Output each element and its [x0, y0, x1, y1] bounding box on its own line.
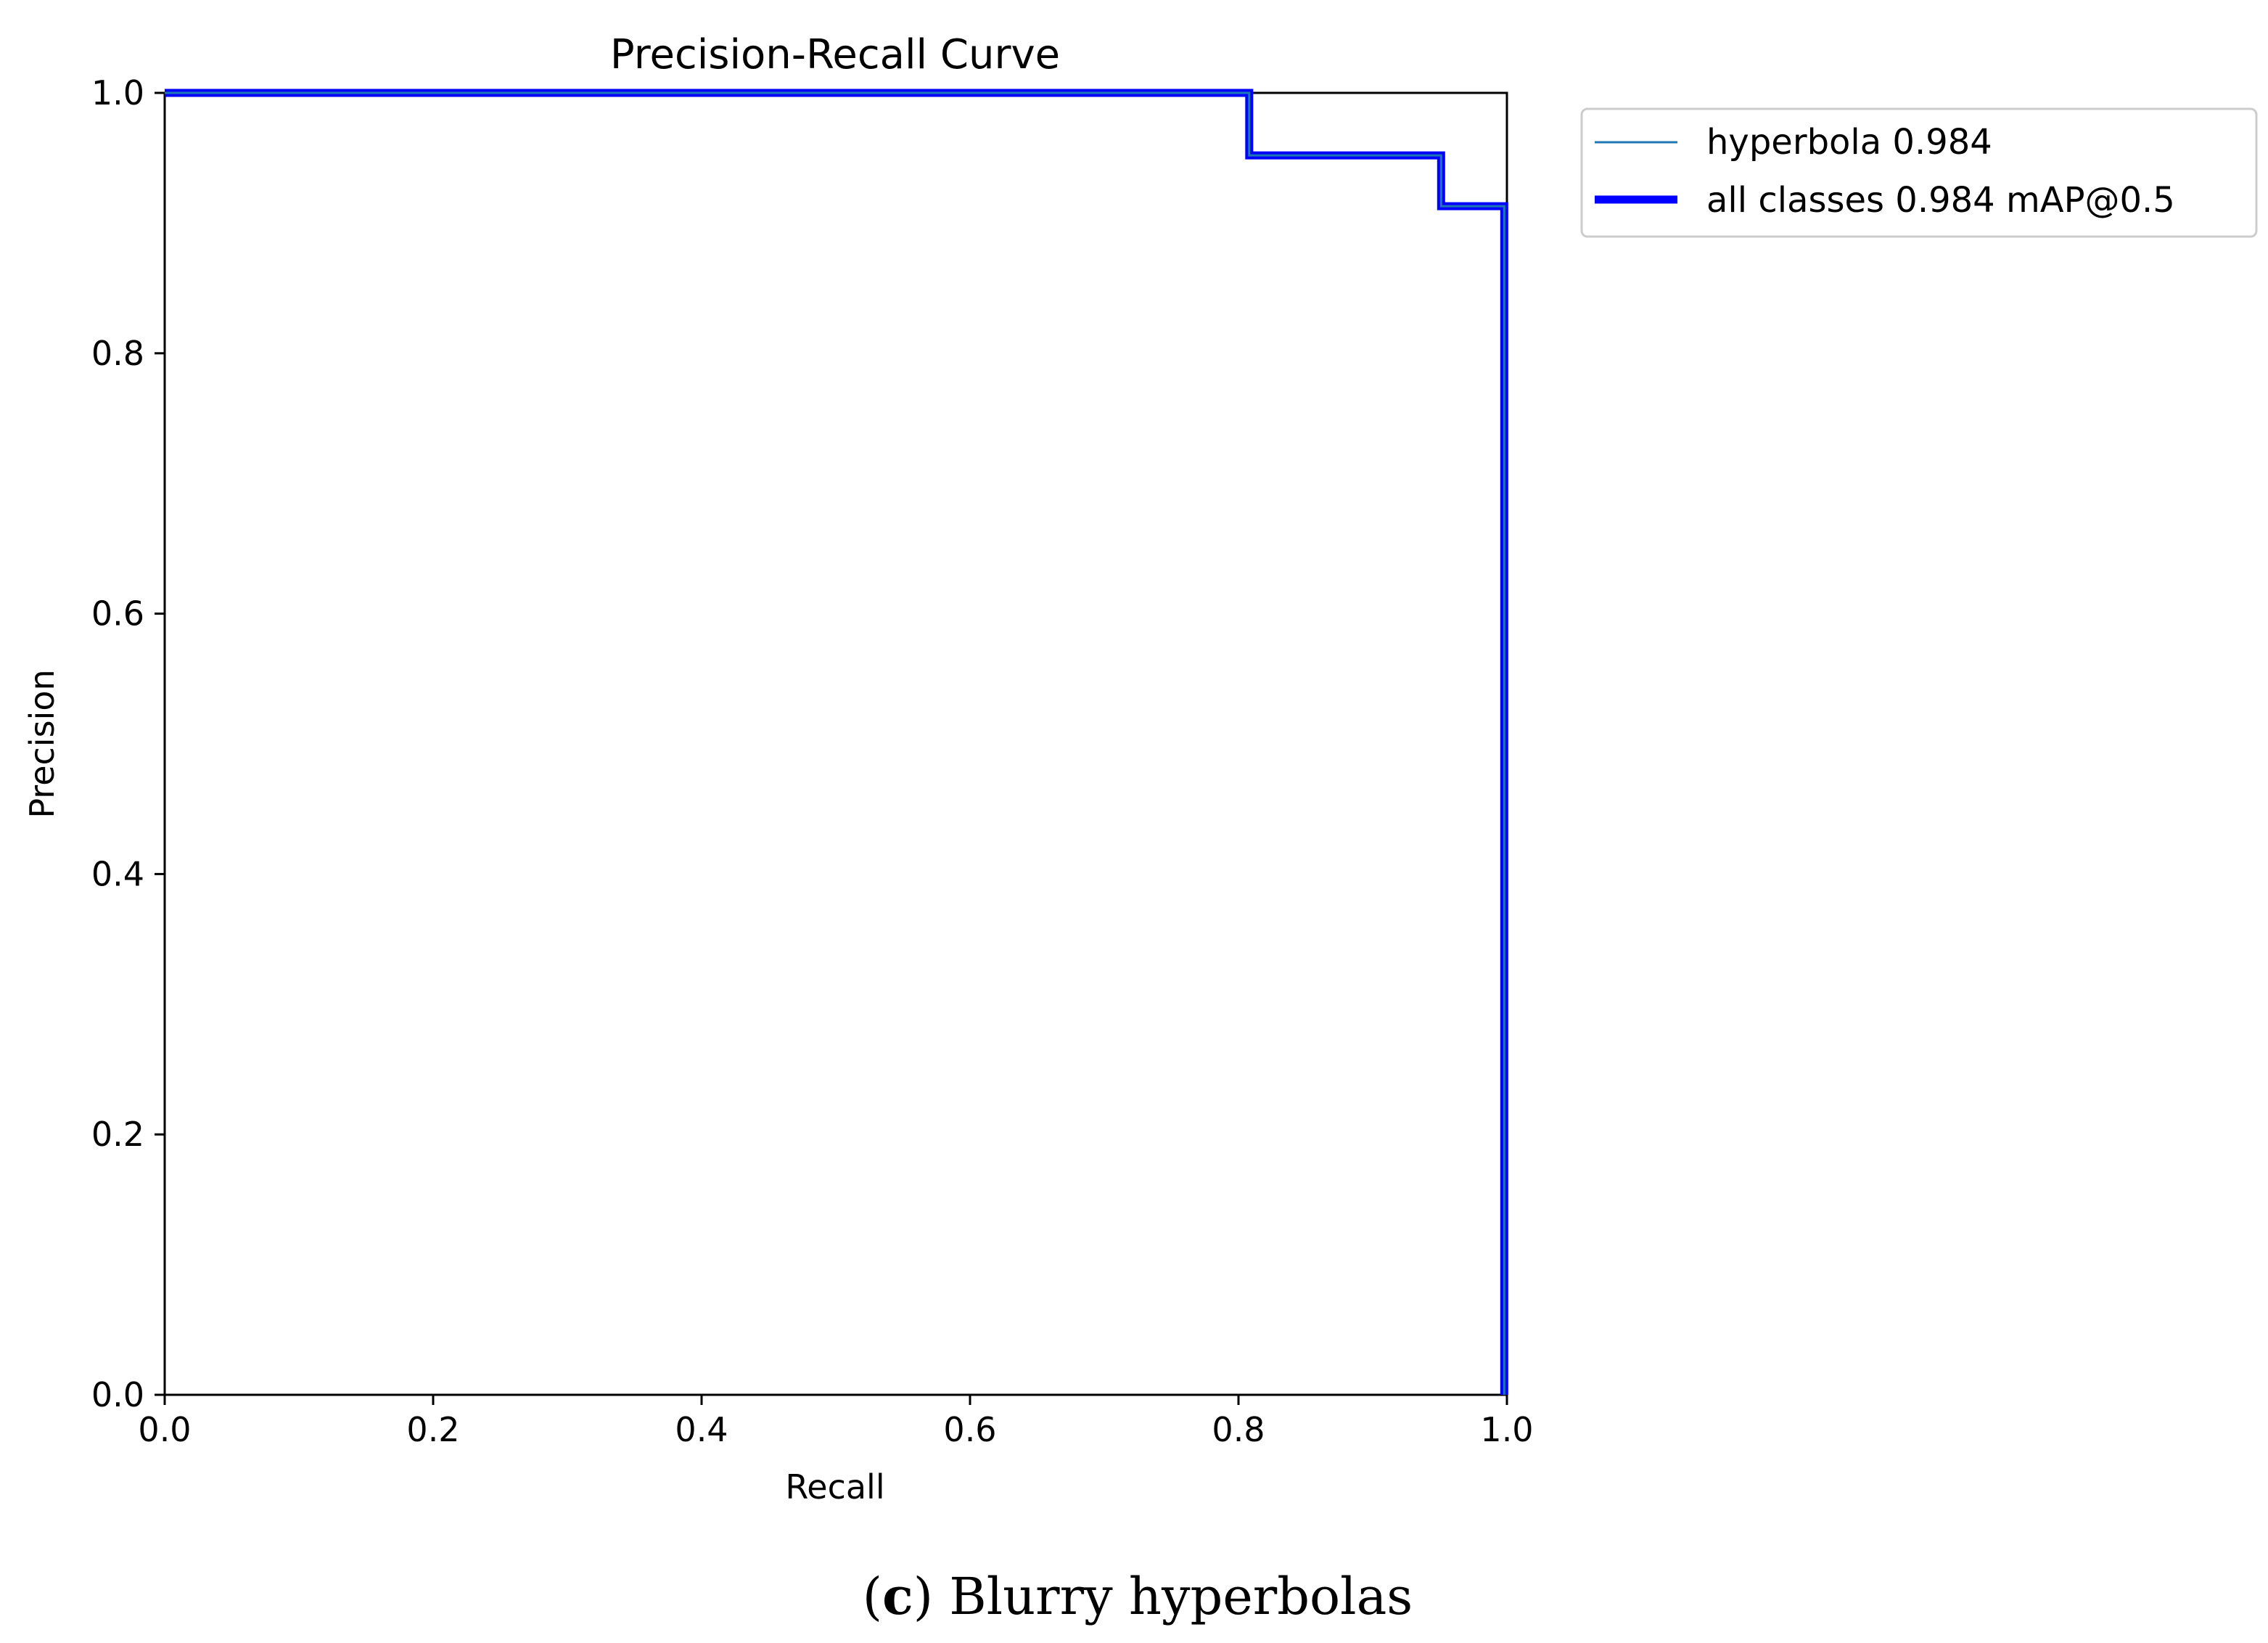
y-tick-label: 0.0 — [91, 1375, 144, 1414]
caption-letter: c — [882, 1566, 913, 1626]
caption-text: Blurry hyperbolas — [949, 1567, 1413, 1626]
x-axis-ticks: 0.0 0.2 0.4 0.6 0.8 1.0 — [138, 1395, 1534, 1449]
y-axis-label: Precision — [22, 669, 62, 818]
chart-title: Precision-Recall Curve — [610, 31, 1060, 78]
legend-box — [1580, 107, 2258, 238]
legend: hyperbola 0.984 all classes 0.984 mAP@0.… — [1580, 107, 2258, 238]
legend-label-hyperbola: hyperbola 0.984 — [1706, 122, 1992, 163]
y-tick-label: 0.6 — [91, 594, 144, 634]
x-tick-label: 1.0 — [1480, 1410, 1533, 1449]
x-tick-label: 0.4 — [675, 1410, 728, 1449]
x-tick-label: 0.0 — [138, 1410, 191, 1449]
y-tick-label: 0.4 — [91, 854, 144, 893]
x-axis-label: Recall — [785, 1467, 884, 1507]
plot-frame — [163, 91, 1508, 1396]
figure-caption: (c) Blurry hyperbolas — [863, 1566, 1413, 1626]
y-tick-label: 0.8 — [91, 334, 144, 373]
y-tick-label: 1.0 — [91, 73, 144, 112]
x-tick-label: 0.8 — [1212, 1410, 1265, 1449]
y-axis-ticks: 0.0 0.2 0.4 0.6 0.8 1.0 — [91, 73, 165, 1414]
series-line-0 — [165, 91, 1505, 1395]
x-tick-label: 0.2 — [406, 1410, 459, 1449]
y-tick-label: 0.2 — [91, 1115, 144, 1154]
x-tick-label: 0.6 — [943, 1410, 996, 1449]
legend-label-all-classes: all classes 0.984 mAP@0.5 — [1706, 180, 2175, 221]
series-layer — [165, 89, 1508, 1395]
